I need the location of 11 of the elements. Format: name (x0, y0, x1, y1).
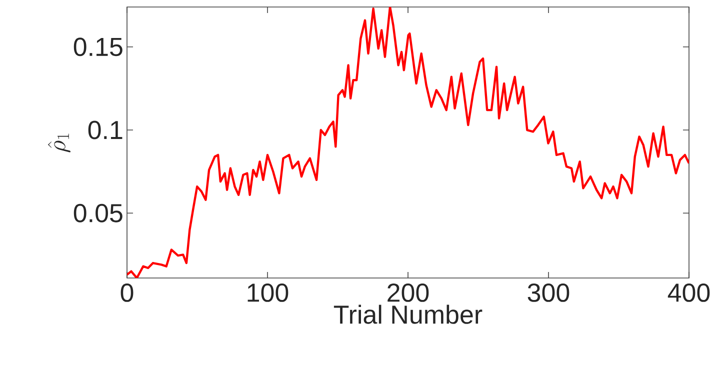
x-axis-title: Trial Number (334, 304, 482, 324)
x-tick-label: 0 (120, 284, 134, 302)
y-tick-label: 0.1 (88, 120, 122, 140)
x-tick-label: 200 (388, 284, 429, 302)
y-axis-title: $\hat{\rho}_1$ (48, 134, 71, 152)
x-tick-label: 100 (248, 284, 288, 302)
x-tick-label: 300 (528, 284, 570, 302)
y-tick-label: 0.05 (74, 204, 122, 222)
line-series (127, 6, 689, 278)
x-tick-label: 400 (668, 284, 710, 302)
y-tick-label: 0.15 (74, 38, 122, 56)
